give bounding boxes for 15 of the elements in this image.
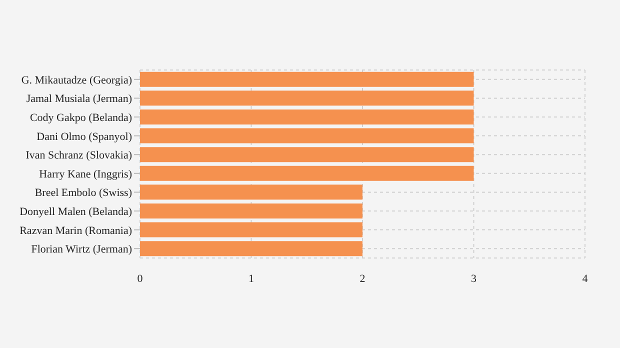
x-tick-label: 2 — [360, 272, 366, 285]
y-tick-label: Donyell Malen (Belanda) — [20, 206, 132, 218]
y-tick-label: G. Mikautadze (Georgia) — [21, 74, 132, 86]
y-tick-label: Razvan Marin (Romania) — [20, 224, 132, 237]
x-tick-label: 0 — [137, 272, 144, 285]
x-tick-label: 4 — [582, 272, 588, 285]
y-tick-label: Jamal Musiala (Jerman) — [26, 93, 132, 106]
y-tick-label: Florian Wirtz (Jerman) — [31, 244, 132, 256]
y-tick-label: Cody Gakpo (Belanda) — [30, 112, 132, 124]
y-tick-label: Harry Kane (Inggris) — [39, 168, 132, 180]
x-tick-label: 3 — [471, 272, 477, 285]
y-tick-label: Breel Embolo (Swiss) — [34, 187, 132, 200]
y-tick-label: Ivan Schranz (Slovakia) — [26, 150, 132, 162]
y-tick-label: Dani Olmo (Spanyol) — [36, 130, 132, 143]
x-tick-label: 1 — [248, 272, 254, 285]
